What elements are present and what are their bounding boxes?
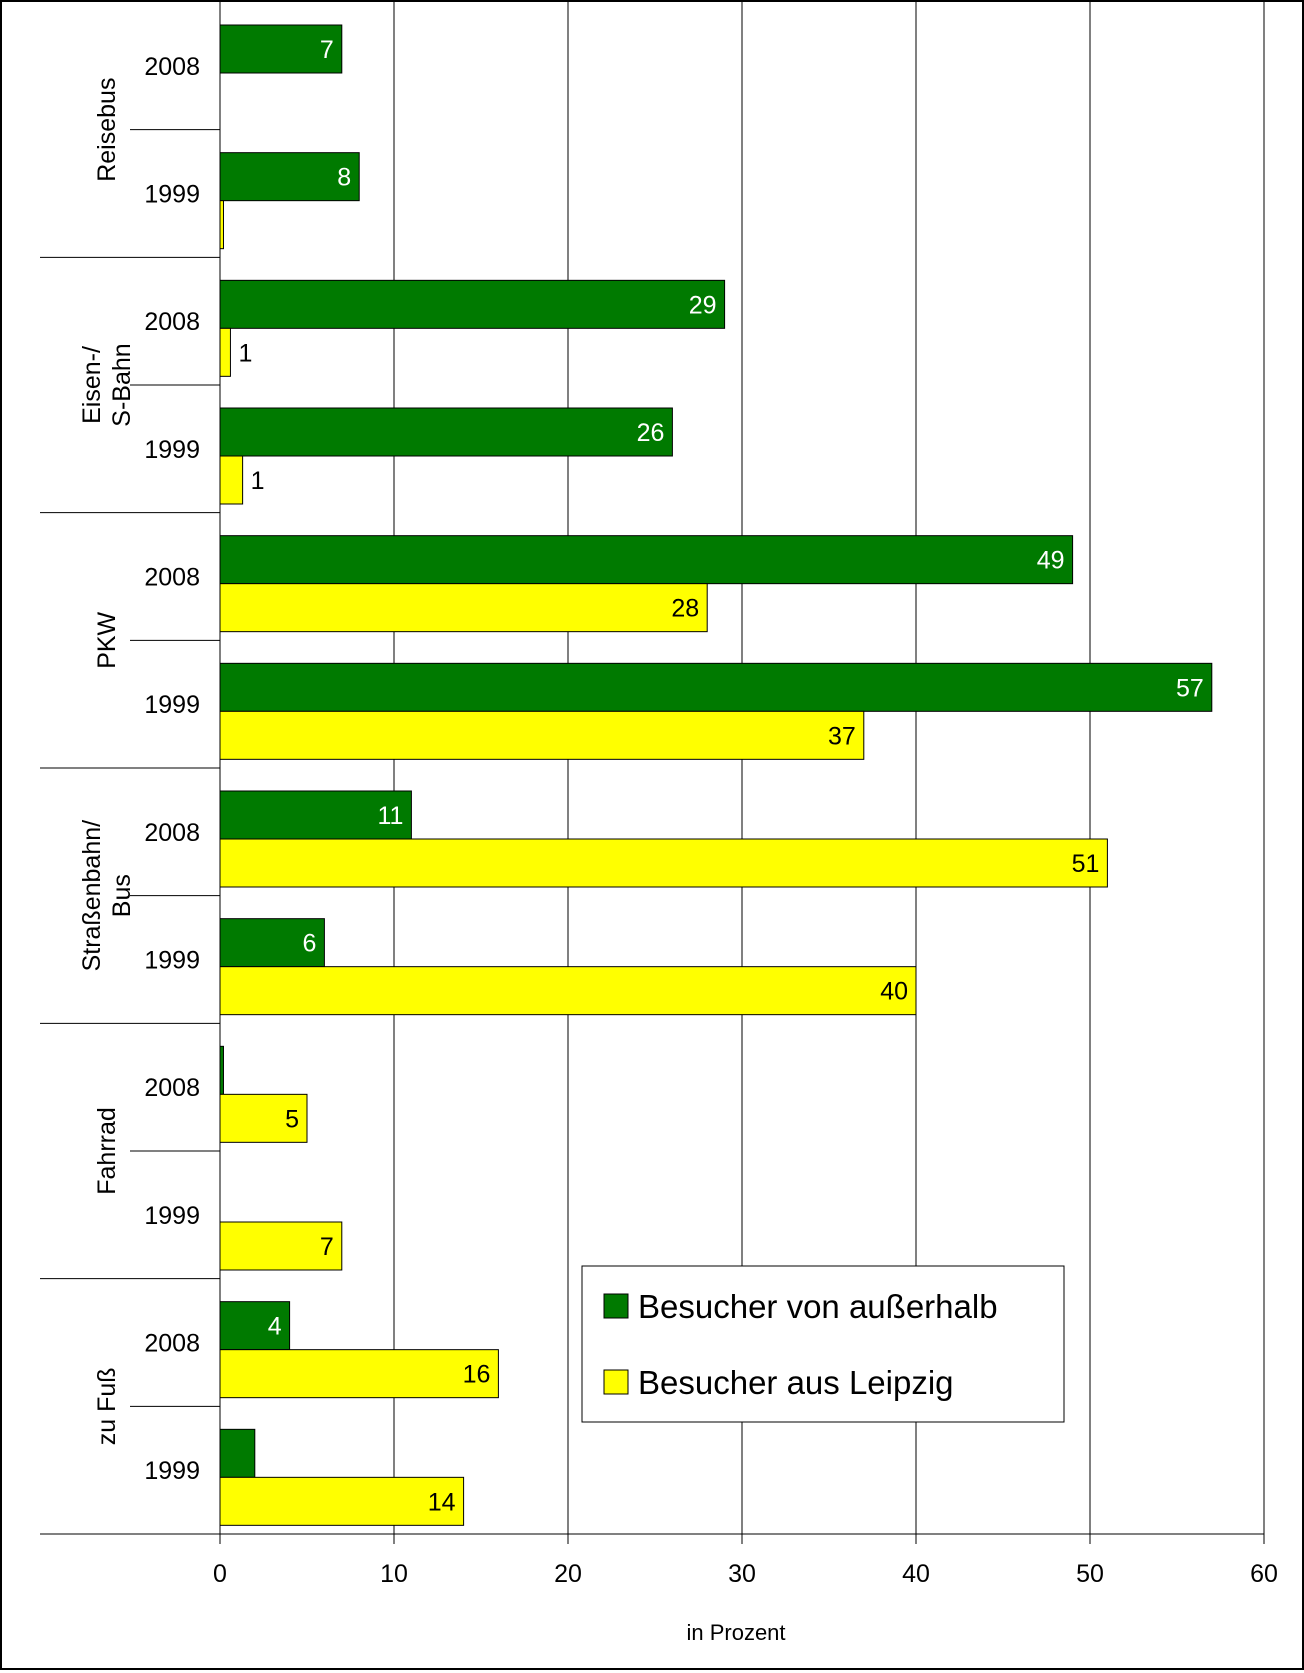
legend xyxy=(581,1265,1065,1423)
bar xyxy=(219,583,708,633)
data-label: 8 xyxy=(337,164,351,192)
category-label: PKW xyxy=(93,611,121,668)
bar xyxy=(219,662,1213,712)
bar xyxy=(219,327,231,377)
bar xyxy=(219,1093,308,1143)
data-label: 40 xyxy=(880,978,908,1006)
legend-swatch xyxy=(603,1369,629,1395)
bar xyxy=(219,407,673,457)
x-tick-label: 50 xyxy=(1076,1560,1104,1588)
bar xyxy=(219,455,244,505)
bar xyxy=(219,790,412,840)
bar xyxy=(219,918,325,968)
bar xyxy=(219,279,726,329)
category-label: Eisen-/S-Bahn xyxy=(78,343,136,426)
data-label: 49 xyxy=(1037,547,1065,575)
x-tick-label: 30 xyxy=(728,1560,756,1588)
legend-swatch xyxy=(603,1293,629,1319)
year-tick-label: 1999 xyxy=(144,1202,200,1230)
data-label: 4 xyxy=(268,1313,282,1341)
bar xyxy=(219,535,1074,585)
bar xyxy=(219,1045,224,1095)
bar xyxy=(219,710,865,760)
year-tick-label: 1999 xyxy=(144,436,200,464)
x-tick-label: 20 xyxy=(554,1560,582,1588)
data-label: 7 xyxy=(320,1233,334,1261)
data-label: 37 xyxy=(828,722,856,750)
year-tick-label: 1999 xyxy=(144,947,200,975)
data-label: 1 xyxy=(251,467,265,495)
x-axis-title: in Prozent xyxy=(686,1620,785,1645)
category-label: Fahrrad xyxy=(93,1107,121,1195)
category-label: Straßenbahn/Bus xyxy=(78,820,136,972)
data-label: 16 xyxy=(463,1361,491,1389)
legend-label: Besucher aus Leipzig xyxy=(638,1364,954,1401)
x-tick-label: 10 xyxy=(380,1560,408,1588)
year-tick-label: 1999 xyxy=(144,691,200,719)
category-label: zu Fuß xyxy=(93,1367,121,1445)
year-tick-label: 1999 xyxy=(144,181,200,209)
data-label: 2 xyxy=(263,1440,277,1468)
bar xyxy=(219,966,917,1016)
year-tick-label: 2008 xyxy=(144,564,200,592)
bar xyxy=(219,1428,256,1478)
x-tick-label: 0 xyxy=(213,1560,227,1588)
data-label: 57 xyxy=(1176,674,1204,702)
data-label: 7 xyxy=(320,36,334,64)
data-label: 29 xyxy=(689,291,717,319)
bar xyxy=(219,838,1108,888)
x-tick-label: 60 xyxy=(1250,1560,1278,1588)
legend-label: Besucher von außerhalb xyxy=(638,1288,998,1325)
year-tick-label: 2008 xyxy=(144,1330,200,1358)
data-label: 28 xyxy=(671,595,699,623)
x-tick-label: 40 xyxy=(902,1560,930,1588)
year-tick-label: 2008 xyxy=(144,308,200,336)
category-label: Reisebus xyxy=(93,78,121,182)
data-label: 1 xyxy=(238,339,252,367)
data-label: 6 xyxy=(302,930,316,958)
year-tick-label: 2008 xyxy=(144,819,200,847)
bar xyxy=(219,1221,343,1271)
bar xyxy=(219,1349,499,1399)
year-tick-label: 2008 xyxy=(144,1074,200,1102)
bar xyxy=(219,1301,291,1351)
bar xyxy=(219,1476,465,1526)
bar xyxy=(219,200,224,250)
year-tick-label: 1999 xyxy=(144,1457,200,1485)
data-label: 26 xyxy=(637,419,665,447)
data-label: 11 xyxy=(377,802,403,830)
data-label: 14 xyxy=(428,1488,456,1516)
year-tick-label: 2008 xyxy=(144,53,200,81)
data-label: 5 xyxy=(285,1105,299,1133)
data-label: 51 xyxy=(1072,850,1100,878)
bar xyxy=(219,24,343,74)
